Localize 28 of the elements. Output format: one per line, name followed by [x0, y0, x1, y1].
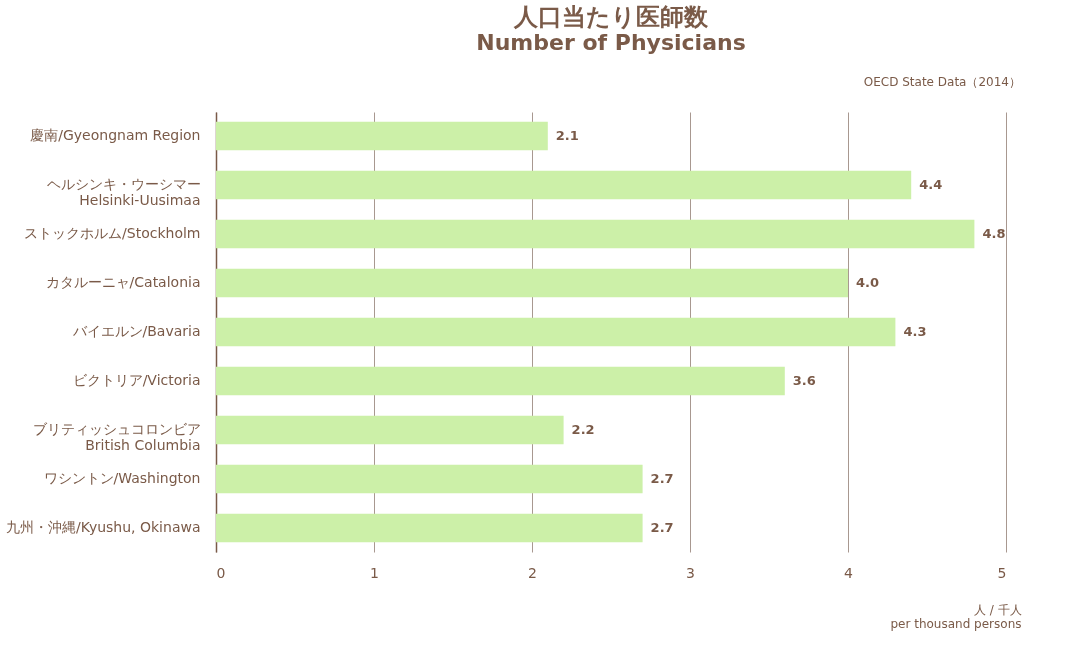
data-label: 4.0	[856, 275, 880, 290]
x-tick-label: 4	[844, 564, 854, 581]
y-tick-label: カタルーニャ/Catalonia	[45, 274, 201, 290]
y-tick-label: ビクトリア/Victoria	[72, 372, 201, 388]
data-label: 2.7	[650, 519, 674, 535]
y-tick-label: ブリティッシュコロンビア British Columbia	[32, 421, 201, 453]
data-label: 4.8	[982, 226, 1006, 241]
chart-title: 人口当たり医師数	[513, 3, 709, 31]
data-label: 4.4	[919, 177, 943, 193]
text: OECD State Data（2014）	[863, 75, 1021, 89]
data-label: 2.2	[571, 422, 595, 437]
x-tick-label: 2	[528, 564, 537, 581]
y-tick-label: ヘルシンキ・ウーシマー Helsinki-Uusimaa	[46, 176, 201, 209]
y-tick-label: ストックホルム/Stockholm	[24, 225, 201, 241]
data-label: 2.1	[555, 128, 579, 144]
x-tick-label: 5	[997, 564, 1007, 581]
y-tick-label: ワシントン/Washington	[43, 469, 201, 486]
data-label: 3.6	[792, 373, 816, 388]
x-tick-label: 3	[686, 564, 695, 581]
data-label: 4.3	[903, 324, 927, 339]
chart-subtitle: Number of Physicians	[476, 30, 746, 55]
y-tick-label: バイエルン/Bavaria	[71, 323, 201, 339]
x-tick-label: 1	[370, 564, 379, 581]
data-label: 2.7	[650, 470, 674, 486]
y-tick-label: 慶南/Gyeongnam Region	[30, 127, 201, 144]
x-tick-label: 0	[216, 564, 226, 581]
y-tick-label: 九州・沖縄/Kyushu, Okinawa	[6, 518, 201, 535]
x-axis-title: 人 / 千人 per thousand persons	[890, 602, 1022, 631]
